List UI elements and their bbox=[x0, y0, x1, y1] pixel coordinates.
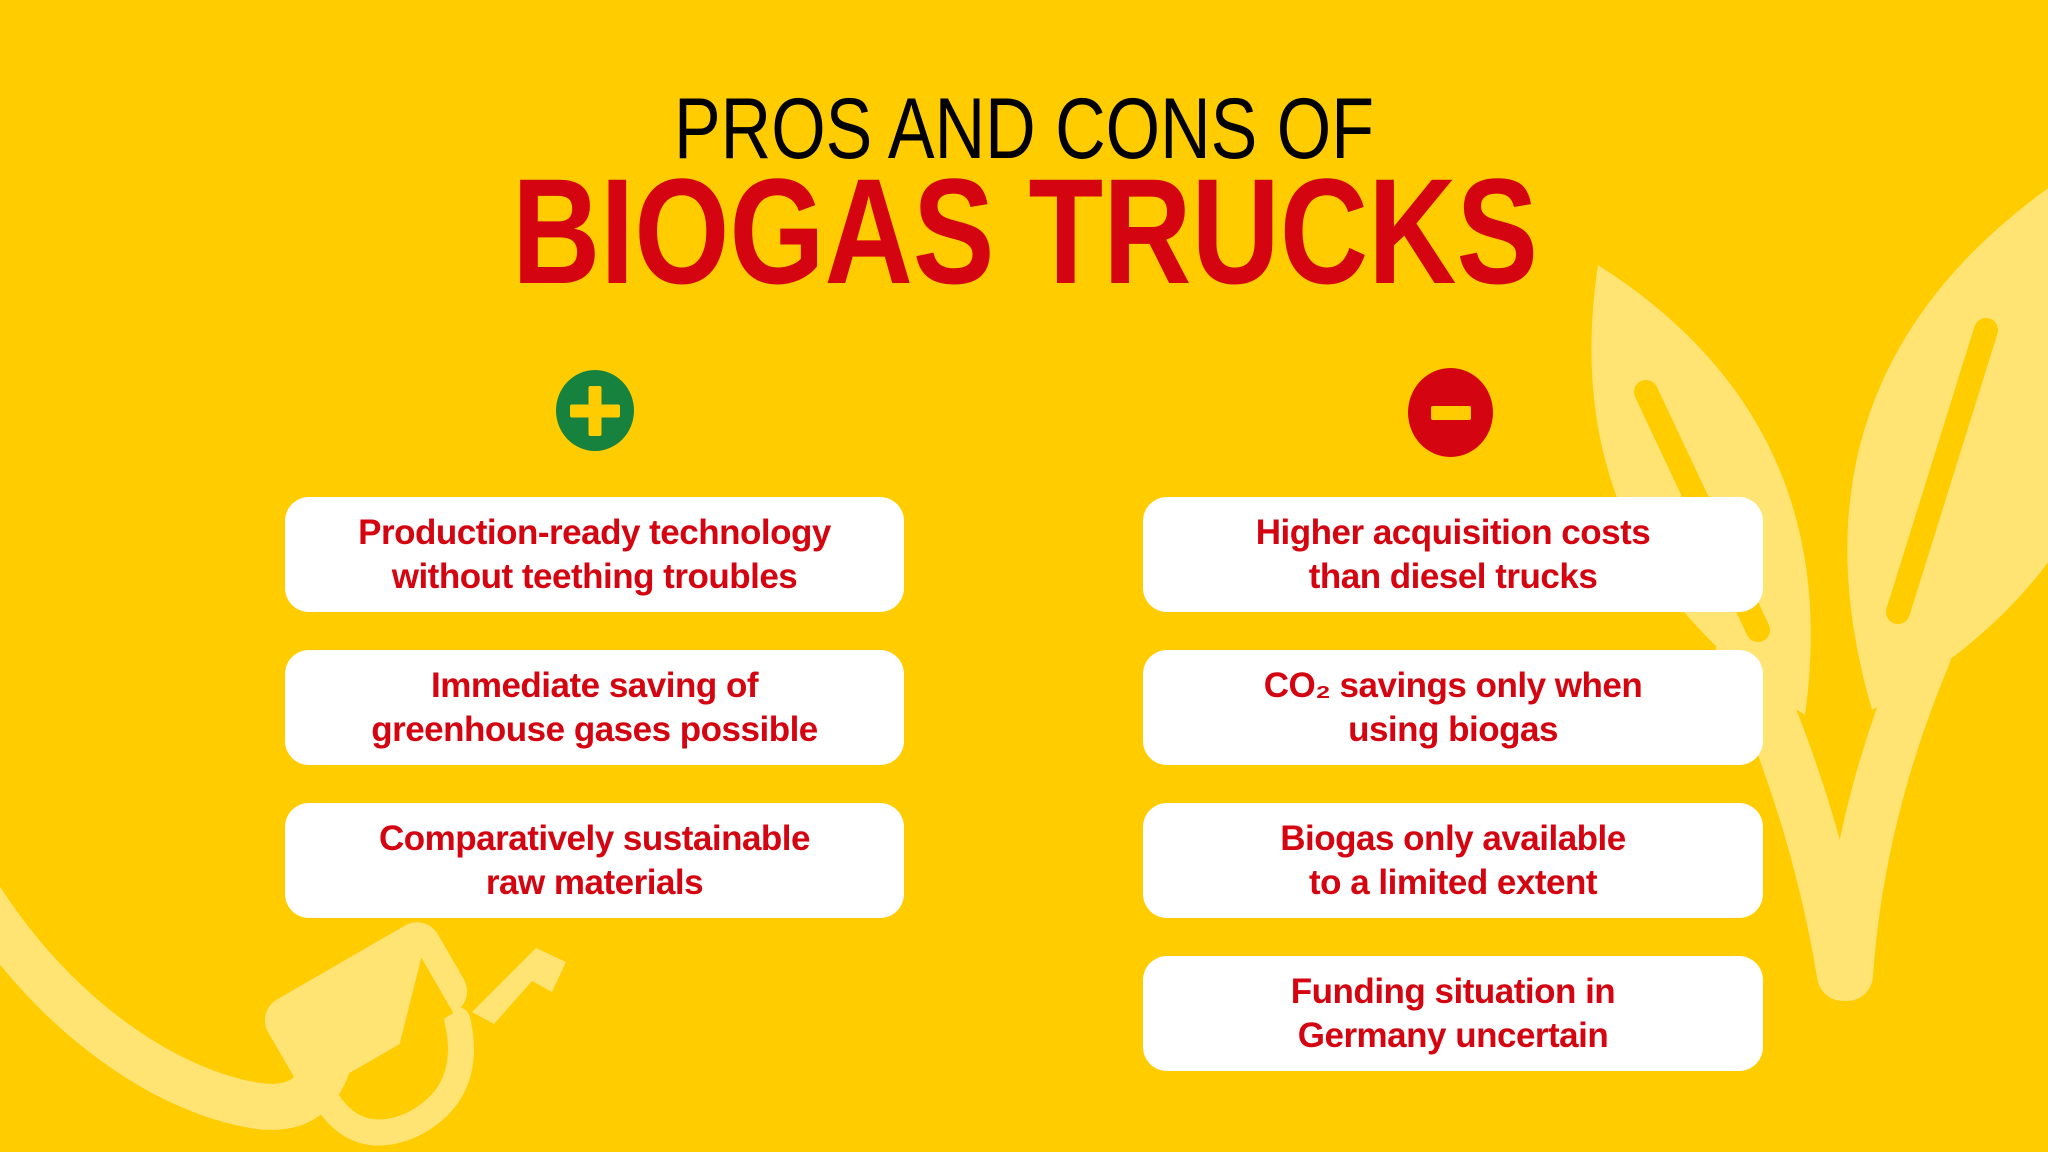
cons-card-1-line-1: Higher acquisition costs bbox=[1255, 512, 1651, 552]
leaf-stem-right bbox=[1821, 629, 1951, 1001]
cons-card-2-line-2: using biogas bbox=[1348, 709, 1558, 749]
nozzle-trigger-notch bbox=[399, 957, 454, 1045]
plus-icon bbox=[556, 370, 634, 451]
pros-card-2: Immediate saving of greenhouse gases pos… bbox=[285, 650, 904, 765]
cons-card-4-line-1: Funding situation in bbox=[1290, 971, 1616, 1011]
cons-card-3-line-1: Biogas only available bbox=[1280, 818, 1626, 858]
nozzle-body bbox=[264, 922, 468, 1090]
minus-icon-bar bbox=[1430, 405, 1471, 420]
pros-card-3-line-1: Comparatively sustainable bbox=[379, 818, 811, 858]
headline: PROS AND CONS OF BIOGAS TRUCKS bbox=[512, 81, 1538, 315]
nozzle-spout bbox=[472, 948, 566, 1024]
cons-card-1: Higher acquisition costs than diesel tru… bbox=[1143, 497, 1763, 612]
cons-column: Higher acquisition costs than diesel tru… bbox=[1143, 497, 1763, 1071]
plus-icon-bar-vertical bbox=[588, 385, 602, 436]
nozzle-handle-loop bbox=[302, 1006, 474, 1146]
minus-icon bbox=[1408, 368, 1493, 457]
cons-card-1-line-2: than diesel trucks bbox=[1308, 556, 1598, 596]
pros-column: Production-ready technology without teet… bbox=[285, 497, 904, 918]
nozzle-body-group bbox=[264, 922, 474, 1146]
pros-card-2-line-1: Immediate saving of bbox=[431, 665, 758, 705]
cons-card-2: CO₂ savings only when using biogas bbox=[1143, 650, 1763, 765]
cons-card-3-line-2: to a limited extent bbox=[1308, 862, 1598, 902]
pros-card-1: Production-ready technology without teet… bbox=[285, 497, 904, 612]
leaf-vein-right bbox=[1886, 318, 1998, 624]
cons-card-4-line-2: Germany uncertain bbox=[1297, 1015, 1609, 1055]
cons-card-3: Biogas only available to a limited exten… bbox=[1143, 803, 1763, 918]
cons-card-2-line-1: CO₂ savings only when bbox=[1263, 665, 1643, 705]
pros-card-3: Comparatively sustainable raw materials bbox=[285, 803, 904, 918]
pros-card-3-line-2: raw materials bbox=[485, 862, 704, 902]
fuel-nozzle-icon bbox=[0, 886, 566, 1146]
pros-card-2-line-2: greenhouse gases possible bbox=[371, 709, 818, 749]
pros-card-1-line-2: without teething troubles bbox=[391, 556, 798, 596]
pros-card-1-line-1: Production-ready technology bbox=[358, 512, 831, 552]
cons-card-4: Funding situation in Germany uncertain bbox=[1143, 956, 1763, 1071]
title-kicker: PROS AND CONS OF bbox=[674, 81, 1374, 177]
title-main: BIOGAS TRUCKS bbox=[512, 147, 1538, 315]
